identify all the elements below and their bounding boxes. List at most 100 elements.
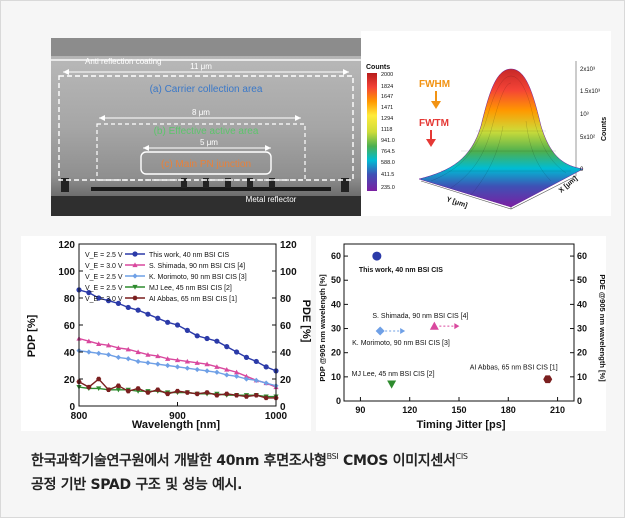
data-point: [115, 383, 121, 389]
data-point: [184, 358, 190, 364]
data-point: [125, 346, 131, 352]
data-point: [204, 361, 210, 367]
surface-plot: Counts: [361, 31, 611, 216]
y-tick-label: 80: [64, 294, 76, 305]
data-point: [194, 366, 200, 373]
data-point: [135, 349, 141, 355]
data-point: [194, 391, 200, 397]
legend-series-name: MJ Lee, 45 nm BSI CIS [2]: [149, 285, 232, 292]
point-label: This work, 40 nm BSI CIS: [359, 267, 443, 274]
data-point: [243, 394, 250, 399]
data-point: [135, 307, 141, 313]
y-tick-label: 30: [331, 324, 341, 334]
y-tick-label: 60: [64, 321, 76, 332]
figure-caption: 한국과학기술연구원에서 개발한 40nm 후면조사형BSI CMOS 이미지센서…: [31, 445, 611, 497]
width-5-label: 5 μm: [200, 138, 218, 147]
y2-tick-label: 0: [577, 396, 582, 406]
fwtm-label: FWTM: [419, 118, 449, 129]
y-tick-label: 50: [331, 275, 341, 285]
data-point: [145, 311, 151, 317]
x-tick-label: 1000: [265, 411, 288, 422]
data-point: [105, 387, 112, 393]
z-tick: 1.5x10³: [580, 89, 600, 95]
pn-junction-label: (c) Main PN junction: [161, 159, 251, 170]
surface-mesh: [418, 68, 584, 208]
sem-cross-section: Anti reflection coating 11 μm (a) Carrie…: [51, 38, 361, 216]
pdp-wavelength-chart: V_E = 2.5 V This work, 40 nm BSI CIS V_E =…: [21, 236, 311, 431]
legend-marker: [132, 295, 138, 301]
y2-tick-label: 20: [280, 375, 292, 386]
y2-tick-label: 0: [280, 402, 286, 413]
legend-ve-label: V_E = 3.0 V: [85, 263, 123, 270]
data-point: [204, 335, 210, 342]
data-point: [125, 304, 131, 311]
z-tick: 5x10²: [580, 135, 595, 141]
caption-line1-b: CMOS 이미지센서: [338, 453, 456, 469]
data-point: [214, 338, 220, 344]
colorbar-ticks: 2000 1824 1647 1471 1294 1118 941.0 764.…: [381, 72, 395, 191]
scatter-x-axis-label: Timing Jitter [ps]: [416, 419, 505, 431]
data-point: [155, 315, 161, 321]
y-tick-label: 60: [331, 251, 341, 261]
width-11-label: 11 μm: [190, 62, 212, 71]
point-label: AI Abbas, 65 nm BSI CIS [1]: [470, 364, 558, 371]
data-point: [135, 358, 141, 365]
data-point: [165, 362, 171, 369]
data-point: [234, 392, 240, 398]
data-point: [253, 358, 259, 365]
line-x-axis-label: Wavelength [nm]: [132, 419, 221, 431]
y-tick-label: 100: [58, 267, 75, 278]
data-point: [387, 380, 397, 389]
legend-marker: [132, 284, 138, 290]
data-point: [372, 251, 382, 261]
y2-tick-label: 40: [280, 348, 292, 359]
data-point: [243, 376, 250, 382]
y-tick-label: 20: [331, 348, 341, 358]
scatter-y2-axis-label: PDE @905 nm wavelength [%]: [598, 274, 606, 382]
colorbar-tick: 941.0: [381, 138, 395, 144]
point-label: K. Morimoto, 90 nm BSI CIS [3]: [352, 340, 450, 347]
data-point: [243, 373, 250, 379]
data-point: [263, 395, 269, 401]
legend-marker: [132, 251, 138, 257]
z-tick: 2x10³: [580, 67, 595, 73]
data-point: [234, 349, 240, 355]
data-point: [174, 322, 181, 328]
y-tick-label: 10: [331, 372, 341, 382]
data-point: [145, 390, 151, 395]
legend-series-name: K. Morimoto, 90 nm BSI CIS [3]: [149, 274, 247, 281]
trend-arrowhead: [454, 323, 460, 330]
x-tick-label: 900: [169, 411, 186, 422]
y-tick-label: 0: [69, 402, 75, 413]
pdp-jitter-chart: This work, 40 nm BSI CIS S. Shimada, 90 n…: [316, 236, 606, 431]
caption-bsi: BSI: [326, 452, 339, 461]
x-tick-label: 90: [355, 405, 365, 415]
metal-reflector-label: Metal reflector: [246, 195, 297, 204]
y2-tick-label: 20: [577, 348, 587, 358]
data-point: [174, 388, 181, 394]
colorbar-tick: 1118: [381, 127, 392, 133]
data-point: [96, 295, 102, 301]
data-point: [543, 375, 553, 384]
y2-tick-label: 50: [577, 275, 587, 285]
point-label: S. Shimada, 90 nm BSI CIS [4]: [372, 313, 468, 320]
data-point: [125, 356, 131, 362]
colorbar-tick: 235.0: [381, 185, 395, 191]
counts-title: Counts: [366, 64, 390, 71]
data-point: [243, 354, 250, 360]
data-point: [105, 342, 112, 348]
carrier-collection-label: (a) Carrier collection area: [150, 84, 263, 95]
data-point: [224, 344, 230, 350]
legend-series-name: This work, 40 nm BSI CIS: [149, 252, 229, 259]
colorbar-tick: 1647: [381, 94, 393, 100]
data-point: [253, 392, 259, 398]
colorbar-tick: 1471: [381, 105, 393, 111]
data-point: [174, 357, 181, 363]
data-point: [115, 387, 121, 393]
z-tick: 0: [580, 167, 584, 173]
caption-cis: CIS: [455, 452, 468, 461]
data-point: [96, 341, 102, 346]
z-tick: 10³: [580, 112, 589, 118]
y2-tick-label: 40: [577, 299, 587, 309]
